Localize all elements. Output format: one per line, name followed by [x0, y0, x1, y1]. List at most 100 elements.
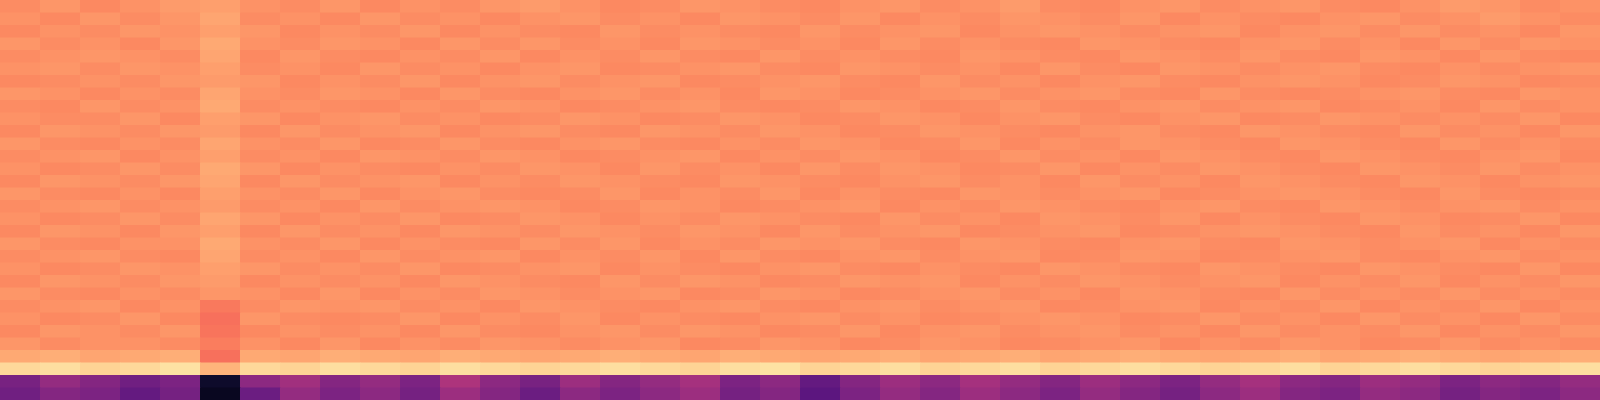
heatmap-cell [40, 375, 81, 388]
heatmap-cell [200, 50, 241, 63]
heatmap-cell [840, 250, 881, 263]
heatmap-cell [920, 338, 961, 351]
heatmap-cell [1040, 350, 1081, 363]
heatmap-cell [1520, 200, 1561, 213]
heatmap-cell [640, 338, 681, 351]
heatmap-cell [1000, 75, 1041, 88]
heatmap-cell [840, 38, 881, 51]
heatmap-cell [1480, 300, 1521, 313]
heatmap-cell [280, 150, 321, 163]
heatmap-cell [1040, 300, 1081, 313]
heatmap-cell [520, 138, 561, 151]
heatmap-cell [1560, 200, 1600, 213]
heatmap-cell [560, 113, 601, 126]
heatmap-cell [1120, 13, 1161, 26]
heatmap-cell [400, 325, 441, 338]
heatmap-cell [80, 75, 121, 88]
heatmap-cell [1360, 163, 1401, 176]
heatmap-cell [1120, 175, 1161, 188]
heatmap-cell [680, 275, 721, 288]
heatmap-cell [1480, 75, 1521, 88]
heatmap-cell [1120, 325, 1161, 338]
heatmap-cell [1080, 100, 1121, 113]
heatmap-cell [960, 150, 1001, 163]
heatmap-cell [1520, 13, 1561, 26]
heatmap-cell [1160, 338, 1201, 351]
heatmap-cell [1280, 363, 1321, 376]
heatmap-cell [320, 100, 361, 113]
heatmap-cell [320, 138, 361, 151]
heatmap-cell [1320, 375, 1361, 388]
heatmap-cell [1040, 0, 1081, 13]
heatmap-cell [360, 63, 401, 76]
heatmap-cell [320, 163, 361, 176]
heatmap-cell [1360, 275, 1401, 288]
heatmap-cell [240, 188, 281, 201]
heatmap-cell [1120, 313, 1161, 326]
heatmap-cell [1040, 175, 1081, 188]
heatmap-cell [1520, 138, 1561, 151]
heatmap-cell [1040, 325, 1081, 338]
heatmap-cell [0, 300, 41, 313]
heatmap-cell [0, 313, 41, 326]
heatmap-cell [1320, 113, 1361, 126]
heatmap-cell [880, 288, 921, 301]
heatmap-cell [880, 88, 921, 101]
heatmap-cell [360, 288, 401, 301]
heatmap-cell [840, 263, 881, 276]
heatmap-cell [1560, 338, 1600, 351]
heatmap-cell [1480, 13, 1521, 26]
heatmap-cell [1520, 225, 1561, 238]
heatmap-cell [1080, 188, 1121, 201]
heatmap-cell [1400, 338, 1441, 351]
heatmap-cell [1320, 50, 1361, 63]
heatmap-cell [600, 75, 641, 88]
heatmap-cell [1400, 325, 1441, 338]
heatmap-cell [1040, 238, 1081, 251]
heatmap-cell [1280, 50, 1321, 63]
heatmap-cell [760, 38, 801, 51]
heatmap-cell [1240, 350, 1281, 363]
heatmap-cell [1440, 250, 1481, 263]
heatmap-cell [760, 188, 801, 201]
heatmap-cell [960, 188, 1001, 201]
heatmap-cell [1440, 113, 1481, 126]
heatmap-cell [1080, 288, 1121, 301]
heatmap-cell [1240, 113, 1281, 126]
heatmap-cell [1000, 0, 1041, 13]
heatmap-cell [240, 88, 281, 101]
heatmap-cell [120, 50, 161, 63]
heatmap-cell [120, 163, 161, 176]
heatmap-cell [520, 25, 561, 38]
heatmap-cell [800, 225, 841, 238]
heatmap-cell [240, 75, 281, 88]
heatmap-cell [1240, 300, 1281, 313]
heatmap-cell [200, 288, 241, 301]
heatmap-cell [320, 50, 361, 63]
heatmap-cell [1560, 275, 1600, 288]
heatmap-cell [1400, 288, 1441, 301]
heatmap-cell [1560, 0, 1600, 13]
heatmap-cell [560, 238, 601, 251]
heatmap-cell [0, 375, 41, 388]
heatmap-cell [840, 213, 881, 226]
heatmap-cell [520, 325, 561, 338]
heatmap-cell [1080, 63, 1121, 76]
heatmap-cell [960, 213, 1001, 226]
heatmap-cell [1560, 188, 1600, 201]
heatmap-cell [480, 63, 521, 76]
heatmap-cell [320, 350, 361, 363]
heatmap-cell [280, 313, 321, 326]
heatmap-cell [920, 13, 961, 26]
heatmap-cell [680, 50, 721, 63]
heatmap-cell [120, 63, 161, 76]
heatmap-cell [80, 338, 121, 351]
heatmap-cell [360, 213, 401, 226]
heatmap-cell [280, 350, 321, 363]
heatmap-cell [880, 300, 921, 313]
heatmap-cell [280, 200, 321, 213]
heatmap-cell [1040, 75, 1081, 88]
heatmap-cell [120, 263, 161, 276]
heatmap-cell [120, 350, 161, 363]
heatmap-cell [1280, 263, 1321, 276]
